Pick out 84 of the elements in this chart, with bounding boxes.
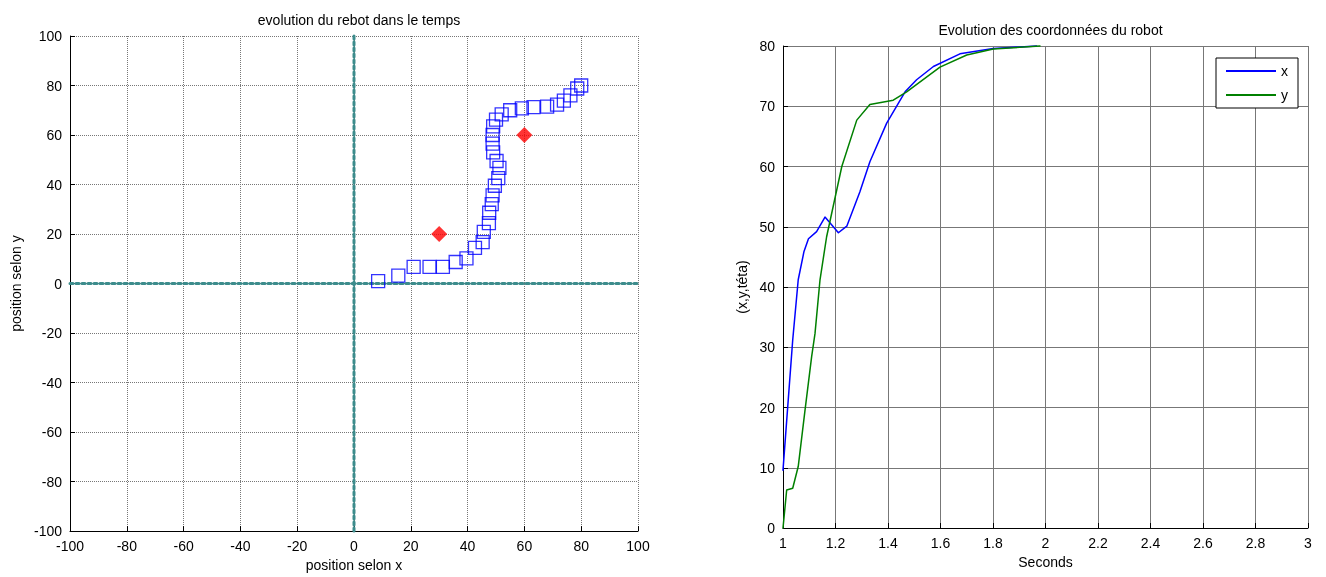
- point: [492, 160, 507, 176]
- y-tick-label: -20: [41, 325, 63, 342]
- y-tick-label: 20: [46, 226, 63, 243]
- point: [503, 103, 518, 118]
- y-tick-label: 40: [46, 176, 63, 193]
- x-tick-label: 40: [459, 538, 476, 555]
- y-tick-label: 80: [46, 77, 63, 94]
- point: [514, 101, 529, 116]
- x-tick-label: 1.6: [930, 535, 951, 551]
- x-tick-label: 60: [516, 538, 533, 555]
- x-tick-label: 3: [1304, 535, 1313, 551]
- y-tick-label: 0: [767, 520, 776, 536]
- point: [526, 99, 541, 115]
- point: [563, 88, 578, 103]
- y-tick-label: 30: [759, 339, 776, 356]
- point: [467, 240, 483, 256]
- point: [485, 136, 500, 151]
- x-tick-label: 1.2: [825, 535, 846, 551]
- x-tick-label: 2.6: [1193, 535, 1213, 551]
- point: [482, 205, 497, 220]
- point: [459, 251, 474, 266]
- y-tick-label: 80: [759, 38, 776, 54]
- point: [570, 81, 585, 96]
- x-axis-title: position selon x: [305, 557, 403, 573]
- y-tick-label: -40: [41, 374, 63, 391]
- point: [556, 93, 572, 108]
- y-axis-title: (x,y,téta): [733, 260, 750, 314]
- point: [406, 259, 421, 275]
- point: [448, 254, 463, 270]
- point: [475, 235, 490, 250]
- x-tick-label: 1.8: [983, 535, 1003, 551]
- x-axis-title: Seconds: [1018, 553, 1073, 570]
- chart-title: evolution du rebot dans le temps: [257, 12, 461, 28]
- x-tick-label: 0: [350, 538, 359, 555]
- point: [489, 153, 504, 169]
- point: [481, 216, 497, 231]
- y-tick-label: -60: [41, 424, 63, 441]
- x-tick-label: 20: [403, 538, 419, 555]
- point: [486, 145, 501, 160]
- legend-label: x: [1281, 63, 1288, 79]
- y-tick-label: 70: [759, 98, 776, 115]
- point: [494, 107, 509, 122]
- y-tick-label: 0: [54, 275, 63, 292]
- y-tick-label: 60: [759, 158, 776, 175]
- point: [476, 224, 491, 239]
- y-tick-label: -80: [41, 473, 63, 490]
- x-tick-label: 2.4: [1140, 535, 1161, 551]
- point: [422, 259, 437, 275]
- x-tick-label: -80: [116, 538, 138, 555]
- point: [487, 178, 503, 193]
- point: [488, 112, 504, 127]
- x-tick-label: 80: [573, 538, 590, 555]
- point: [431, 226, 448, 243]
- x-tick-label: 2.2: [1088, 535, 1108, 551]
- point: [491, 170, 506, 186]
- x-tick-label: 2.8: [1245, 535, 1266, 551]
- y-axis-title: position selon y: [8, 235, 25, 332]
- y-tick-label: -100: [33, 523, 63, 540]
- point: [391, 268, 406, 283]
- y-tick-label: 10: [759, 459, 776, 476]
- legend-label: y: [1281, 87, 1288, 103]
- chart-title: Evolution des coordonnées du robot: [938, 22, 1163, 38]
- x-tick-label: 100: [626, 538, 650, 555]
- point: [574, 78, 589, 93]
- y-tick-label: 100: [38, 28, 63, 44]
- x-tick-label: 2: [1041, 535, 1050, 551]
- point: [484, 196, 499, 212]
- y-tick-label: 60: [46, 127, 63, 144]
- x-tick-label: 1.4: [878, 535, 898, 551]
- point: [435, 259, 451, 275]
- point: [539, 99, 555, 114]
- y-tick-label: 50: [759, 218, 776, 235]
- point: [549, 97, 565, 112]
- point: [485, 188, 500, 203]
- x-tick-label: -20: [287, 538, 308, 555]
- x-tick-label: 1: [779, 535, 788, 551]
- x-tick-label: -40: [230, 538, 251, 555]
- point: [370, 273, 386, 289]
- point: [516, 127, 533, 144]
- point: [485, 127, 500, 143]
- x-tick-label: -60: [173, 538, 194, 555]
- y-tick-label: 40: [759, 279, 776, 295]
- y-tick-label: 20: [759, 399, 776, 416]
- point: [486, 119, 501, 134]
